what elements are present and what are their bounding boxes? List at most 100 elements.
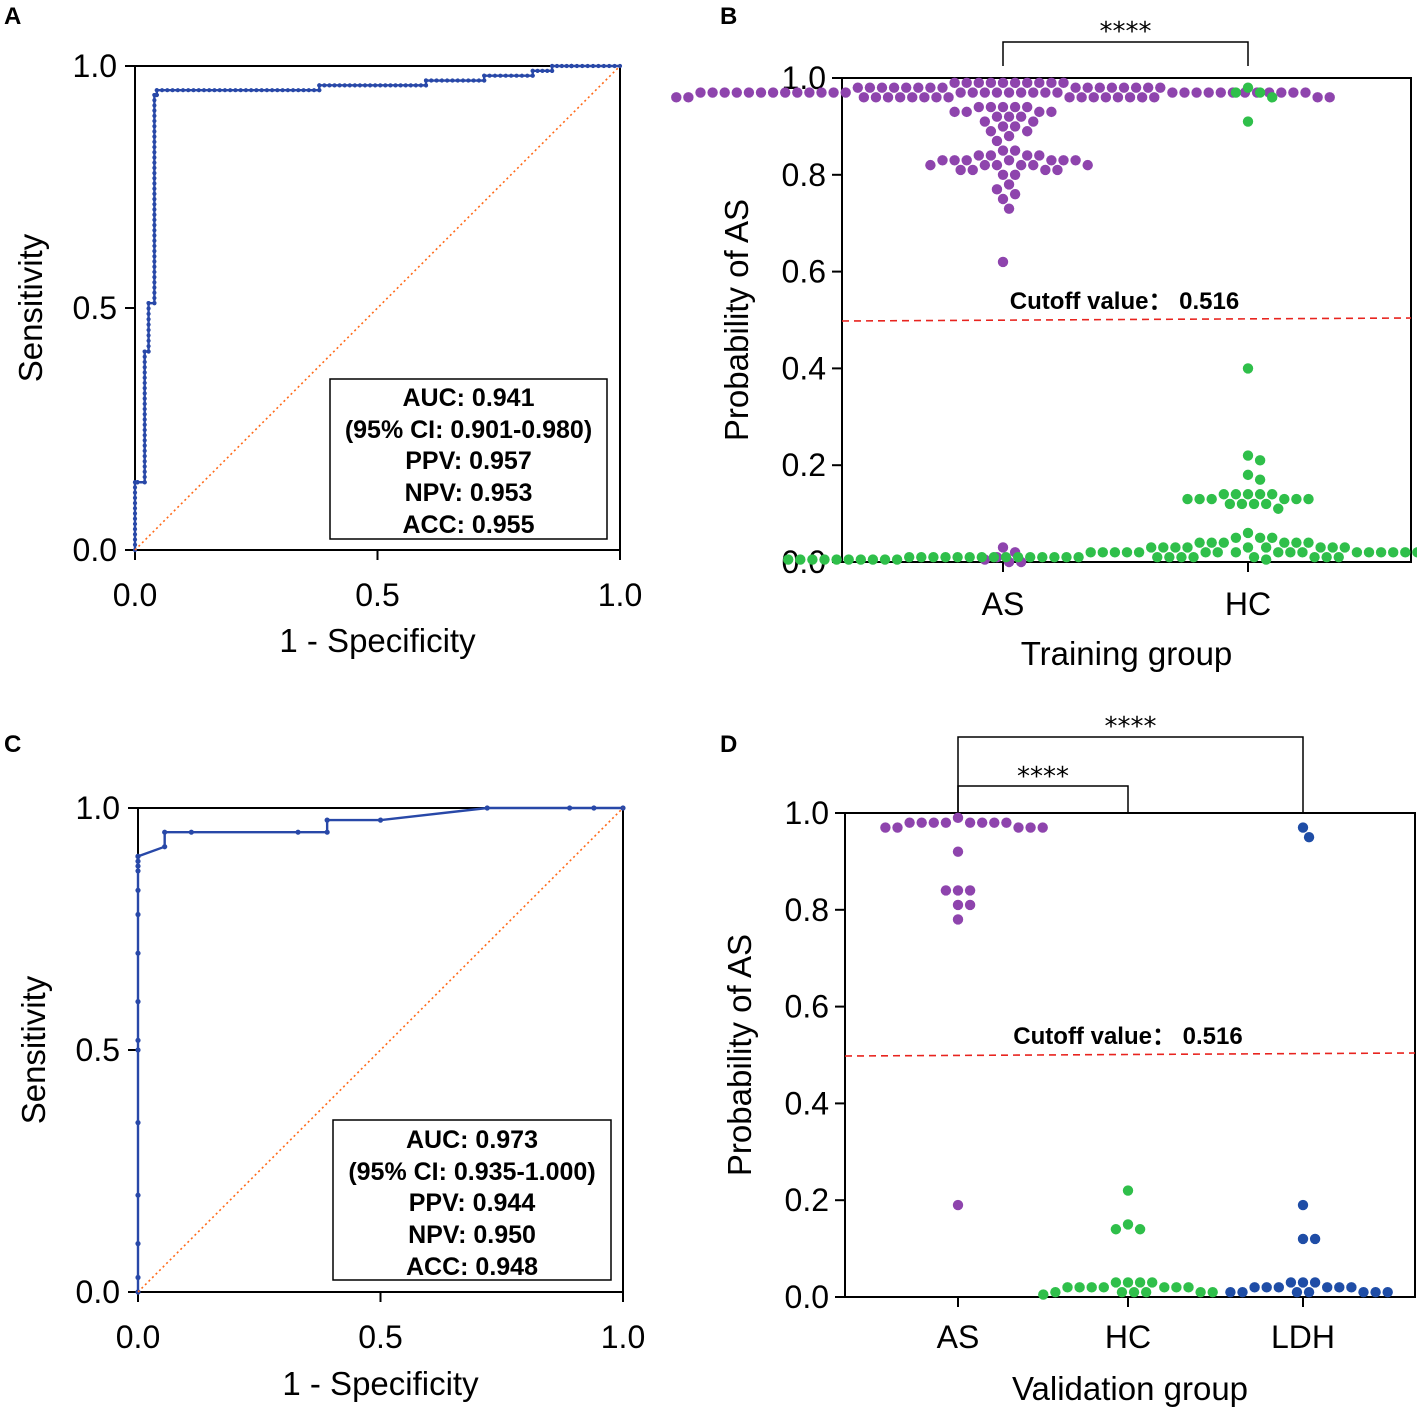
point-hc [1097,547,1109,558]
point-as [991,87,1003,98]
roc-point [142,370,147,375]
roc-point [146,322,151,327]
roc-point [132,490,138,495]
roc-point [132,485,138,490]
point-as [952,812,964,824]
roc-point [152,259,157,264]
panel-letter: C [4,731,21,758]
point-hc [1134,1224,1146,1235]
point-as [892,822,903,833]
point-hc [1230,489,1242,500]
point-as [1088,92,1099,103]
point-as [991,159,1003,171]
roc-point [152,290,157,295]
point-ldh [1273,1282,1285,1293]
significance-label: **** [1017,762,1069,792]
point-ldh [1382,1286,1393,1298]
roc-point [135,950,141,956]
point-as [1028,159,1039,171]
roc-point [301,88,306,93]
x-axis-title: 1 - Specificity [282,1365,479,1402]
point-as [985,150,997,161]
point-as [979,159,991,171]
point-as [1028,87,1039,98]
point-as [1003,203,1015,214]
point-as [876,82,888,93]
roc-point [132,537,138,542]
roc-point [132,516,138,521]
point-hc [1074,1282,1085,1293]
point-hc [1000,551,1012,563]
point-as [1009,77,1021,89]
roc-point [152,176,157,181]
point-hc [1147,1277,1158,1288]
point-as [1167,87,1178,98]
roc-point [152,98,157,103]
roc-point [152,144,157,150]
point-hc [1206,493,1217,505]
roc-point [519,73,525,78]
point-hc [1224,498,1236,510]
point-hc [1218,489,1230,500]
point-as [1046,155,1057,166]
roc-point [296,88,301,93]
point-hc [1194,493,1205,505]
roc-point [152,113,157,118]
point-hc [964,551,975,563]
point-as [1276,87,1287,98]
point-hc [1164,551,1175,563]
x-tick-label: 0.5 [358,1319,402,1355]
point-hc [988,551,1000,563]
point-hc [1248,551,1260,563]
roc-point [212,88,217,93]
roc-point [135,1047,141,1053]
point-as [683,92,694,103]
roc-point [142,359,147,365]
roc-point [162,829,168,835]
roc-point [152,275,157,280]
point-hc [843,554,854,565]
point-as [997,256,1009,268]
x-tick-label: 0.0 [113,577,157,613]
point-hc [1279,493,1290,505]
point-hc [1254,532,1266,543]
point-ldh [1346,1282,1357,1293]
roc-point [152,202,157,207]
roc-point [162,844,168,850]
point-hc [1086,1282,1097,1293]
y-axis-title: Sensitivity [12,233,49,382]
roc-point [146,349,151,354]
roc-point [142,380,147,386]
point-as [1070,155,1081,166]
point-hc [1122,1277,1134,1288]
point-as [1076,92,1087,103]
roc-point [142,401,147,406]
point-as [949,106,960,118]
point-as [1136,92,1148,103]
roc-point [152,170,157,176]
roc-point [612,63,617,69]
roc-point [580,63,585,69]
point-as [961,155,972,166]
point-as [1046,106,1057,118]
y-tick-label: 1.0 [73,48,117,84]
point-as [931,92,942,103]
point-hc [1242,363,1254,374]
point-as [967,87,978,98]
point-ldh [1297,1233,1309,1245]
point-as [1052,87,1063,98]
point-as [894,92,906,103]
point-as [1009,188,1021,200]
point-as [997,121,1009,132]
point-hc [1188,551,1199,563]
roc-point [152,280,157,285]
roc-point [152,212,157,217]
y-axis-title: Probability of AS [718,199,755,441]
roc-point [146,311,151,317]
point-as [1003,111,1015,122]
roc-point [146,333,151,338]
stats-line: (95% CI: 0.901-0.980) [345,416,592,444]
y-tick-label: 0.0 [73,532,117,568]
roc-point [373,83,378,88]
